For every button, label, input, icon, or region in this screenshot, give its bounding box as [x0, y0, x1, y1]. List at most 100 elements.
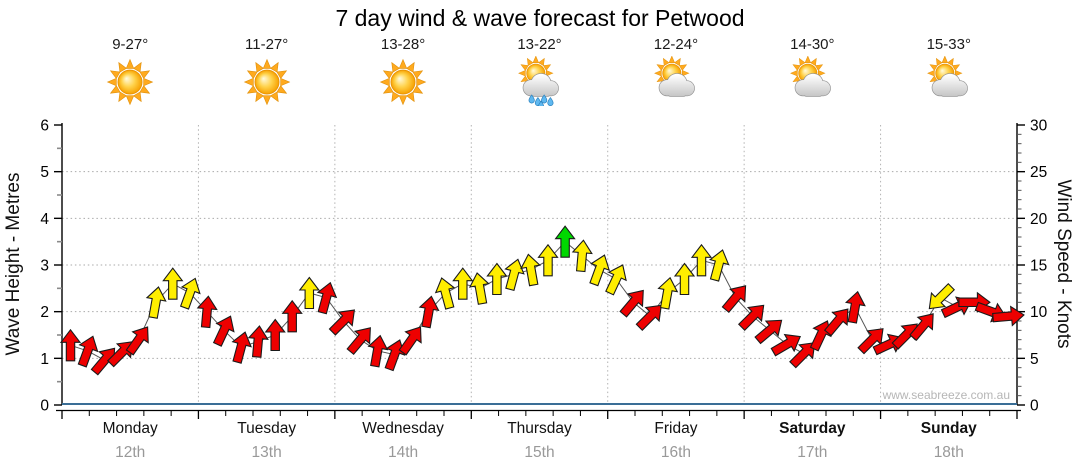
wind-arrow	[486, 262, 508, 296]
temperature-range: 13-22°	[517, 36, 562, 53]
wind-arrow	[690, 243, 713, 277]
wind-arrow	[520, 253, 542, 287]
temperature-range: 15-33°	[926, 36, 971, 53]
x-axis-day-date: 12th	[115, 444, 146, 461]
wind-arrow	[264, 318, 286, 352]
sun-ray	[542, 64, 551, 71]
sunny-icon	[379, 58, 427, 106]
sun-ray	[656, 64, 665, 71]
wind-arrow	[589, 254, 611, 287]
wind-arrow	[605, 264, 627, 296]
wind-arrow	[737, 304, 765, 332]
partly-cloudy-icon	[926, 56, 968, 97]
sun-ray	[398, 58, 408, 69]
wind-arrow	[789, 342, 816, 369]
sun-ray	[262, 95, 271, 106]
wind-arrow	[452, 267, 474, 300]
sun-ray	[799, 57, 806, 66]
sun-ray	[243, 77, 254, 87]
sun-ray	[255, 61, 264, 73]
sun-ray	[246, 70, 258, 80]
x-axis-day-date: 14th	[387, 444, 419, 461]
sun-ray	[246, 85, 258, 94]
sun-ray	[935, 57, 943, 66]
x-axis-day-date: 17th	[797, 444, 828, 461]
right-axis-title: Wind Speed - Knots	[1053, 179, 1074, 349]
wind-arrow	[106, 341, 134, 368]
cloud-fill	[522, 73, 558, 97]
left-axis-tick-label: 3	[40, 258, 49, 275]
sun-ray	[391, 91, 401, 103]
wind-arrow	[247, 325, 269, 358]
wind-arrow	[367, 334, 389, 368]
sun-shape	[379, 58, 427, 106]
sun-ray	[537, 57, 545, 66]
wind-arrow	[992, 305, 1025, 327]
wind-arrow	[434, 277, 456, 310]
sun-ray	[790, 69, 799, 77]
sun-ray	[517, 69, 526, 77]
day-header-tuesday: 11-27°	[199, 36, 335, 106]
sun-ray	[276, 70, 287, 80]
wind-arrow	[418, 295, 440, 329]
right-axis-tick-label: 10	[1030, 304, 1048, 321]
sun-shape	[243, 58, 290, 106]
right-axis-tick-label: 5	[1030, 351, 1039, 368]
left-axis-title: Wave Height - Metres	[3, 172, 24, 356]
temperature-range: 12-24°	[653, 36, 699, 53]
sun-ray	[412, 70, 424, 80]
wind-arrow	[384, 339, 406, 372]
sun-ray	[946, 57, 954, 66]
sun-ray	[262, 58, 271, 69]
wind-arrow	[346, 327, 371, 356]
wind-arrow	[145, 286, 167, 319]
right-axis-tick-label: 25	[1030, 164, 1047, 181]
temperature-range: 11-27°	[245, 36, 289, 53]
wind-arrow	[179, 277, 201, 310]
day-header-friday: 12-24°	[608, 36, 744, 106]
sun-disc	[254, 69, 280, 95]
right-axis-tick-label: 0	[1030, 398, 1039, 415]
sun-disc	[117, 69, 143, 95]
sun-ray	[526, 57, 534, 66]
right-axis-tick-label: 15	[1030, 258, 1047, 275]
sun-ray	[139, 70, 151, 80]
x-axis-day-date: 15th	[524, 444, 555, 461]
cloud-part	[530, 86, 551, 97]
sun-ray	[792, 64, 801, 71]
wind-arrow	[823, 308, 849, 337]
sun-ray	[143, 77, 154, 87]
right-axis-tick-label: 20	[1030, 211, 1048, 228]
wind-arrow	[754, 319, 783, 345]
day-header-wednesday: 13-28°	[335, 36, 471, 106]
sun-ray	[139, 85, 151, 94]
wind-arrow	[635, 304, 662, 332]
sun-ray	[532, 56, 539, 64]
left-axis-tick-label: 5	[40, 164, 49, 181]
sun-ray	[792, 75, 801, 83]
sun-ray	[110, 70, 121, 80]
cloud-fill	[932, 73, 968, 97]
sun-ray	[391, 61, 401, 73]
sunny-icon	[106, 58, 154, 106]
sun-shape	[106, 58, 154, 106]
right-axis-tick-label: 30	[1030, 118, 1048, 135]
partly-cloudy-icon	[790, 56, 832, 97]
sun-ray	[133, 61, 142, 73]
wind-arrow	[398, 326, 422, 356]
sun-ray	[818, 69, 826, 77]
sun-ray	[681, 69, 690, 77]
sun-ray	[929, 75, 938, 83]
wind-arrow	[619, 289, 644, 318]
sun-ray	[810, 57, 818, 66]
sun-ray	[110, 85, 121, 94]
raindrop	[537, 100, 544, 106]
sun-ray	[279, 77, 290, 87]
sun-ray	[815, 64, 824, 71]
x-axis-day-name: Monday	[102, 420, 158, 437]
wind-arrow	[231, 331, 252, 364]
sun-ray	[929, 64, 938, 71]
sun-ray	[106, 77, 117, 87]
x-axis-day-name: Saturday	[779, 420, 846, 437]
wind-arrow	[844, 290, 866, 324]
